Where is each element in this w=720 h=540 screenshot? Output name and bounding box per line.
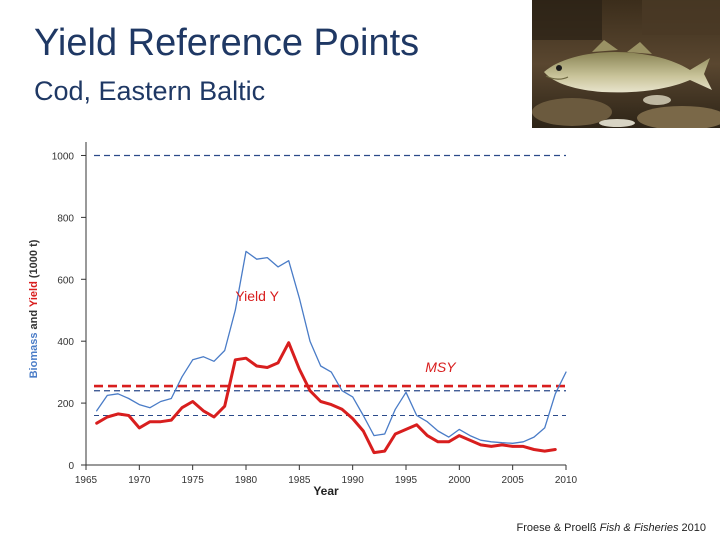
citation-authors: Froese & Proelß (516, 522, 600, 534)
x-tick-label: 2010 (555, 475, 578, 486)
x-tick-label: 1975 (182, 475, 205, 486)
x-tick-label: 1970 (128, 475, 151, 486)
biomass-yield-chart: Biomass and Yield (1000 t) Year 0 200 400 6… (28, 142, 578, 498)
annotation-yield-y: Yield Y (235, 288, 279, 304)
slide-subtitle: Cod, Eastern Baltic (34, 76, 266, 106)
y-axis-label-yield: Yield (28, 281, 40, 307)
y-axis-label-units: (1000 t) (28, 239, 40, 281)
slide-title: Yield Reference Points (34, 22, 420, 64)
citation-year: 2010 (678, 522, 706, 534)
x-tick-label: 2005 (502, 475, 525, 486)
plot-area: 0 200 400 600 800 1000 1965 1970 1975 1980 1985 199… (52, 142, 578, 486)
x-tick-label: 1990 (342, 475, 365, 486)
annotation-msy: MSY (425, 359, 457, 375)
x-tick-label: 2000 (448, 475, 471, 486)
x-tick-label: 1965 (75, 475, 98, 486)
y-axis-label-biomass: Biomass (28, 333, 40, 379)
citation-journal: Fish & Fisheries (599, 522, 679, 534)
citation: Froese & Proelß Fish & Fisheries 2010 (516, 522, 706, 534)
y-axis-label: Biomass and Yield (1000 t) (28, 239, 40, 378)
x-axis-label: Year (313, 484, 339, 498)
series-line-biomass (96, 250, 567, 444)
x-tick-label: 1985 (288, 475, 311, 486)
y-tick-label: 800 (57, 213, 74, 224)
y-tick-label: 600 (57, 275, 74, 286)
series-line-yield-y (95, 341, 557, 455)
x-tick-label: 1980 (235, 475, 258, 486)
y-axis-label-and: and (28, 307, 40, 332)
y-tick-label: 400 (57, 337, 74, 348)
cod-fish-photo (532, 0, 720, 128)
y-tick-label: 200 (57, 399, 74, 410)
y-tick-label: 0 (68, 461, 74, 472)
y-tick-label: 1000 (52, 151, 75, 162)
svg-text:Biomass and Yield (1000 t): Biomass and Yield (1000 t) (28, 239, 40, 378)
x-tick-label: 1995 (395, 475, 418, 486)
